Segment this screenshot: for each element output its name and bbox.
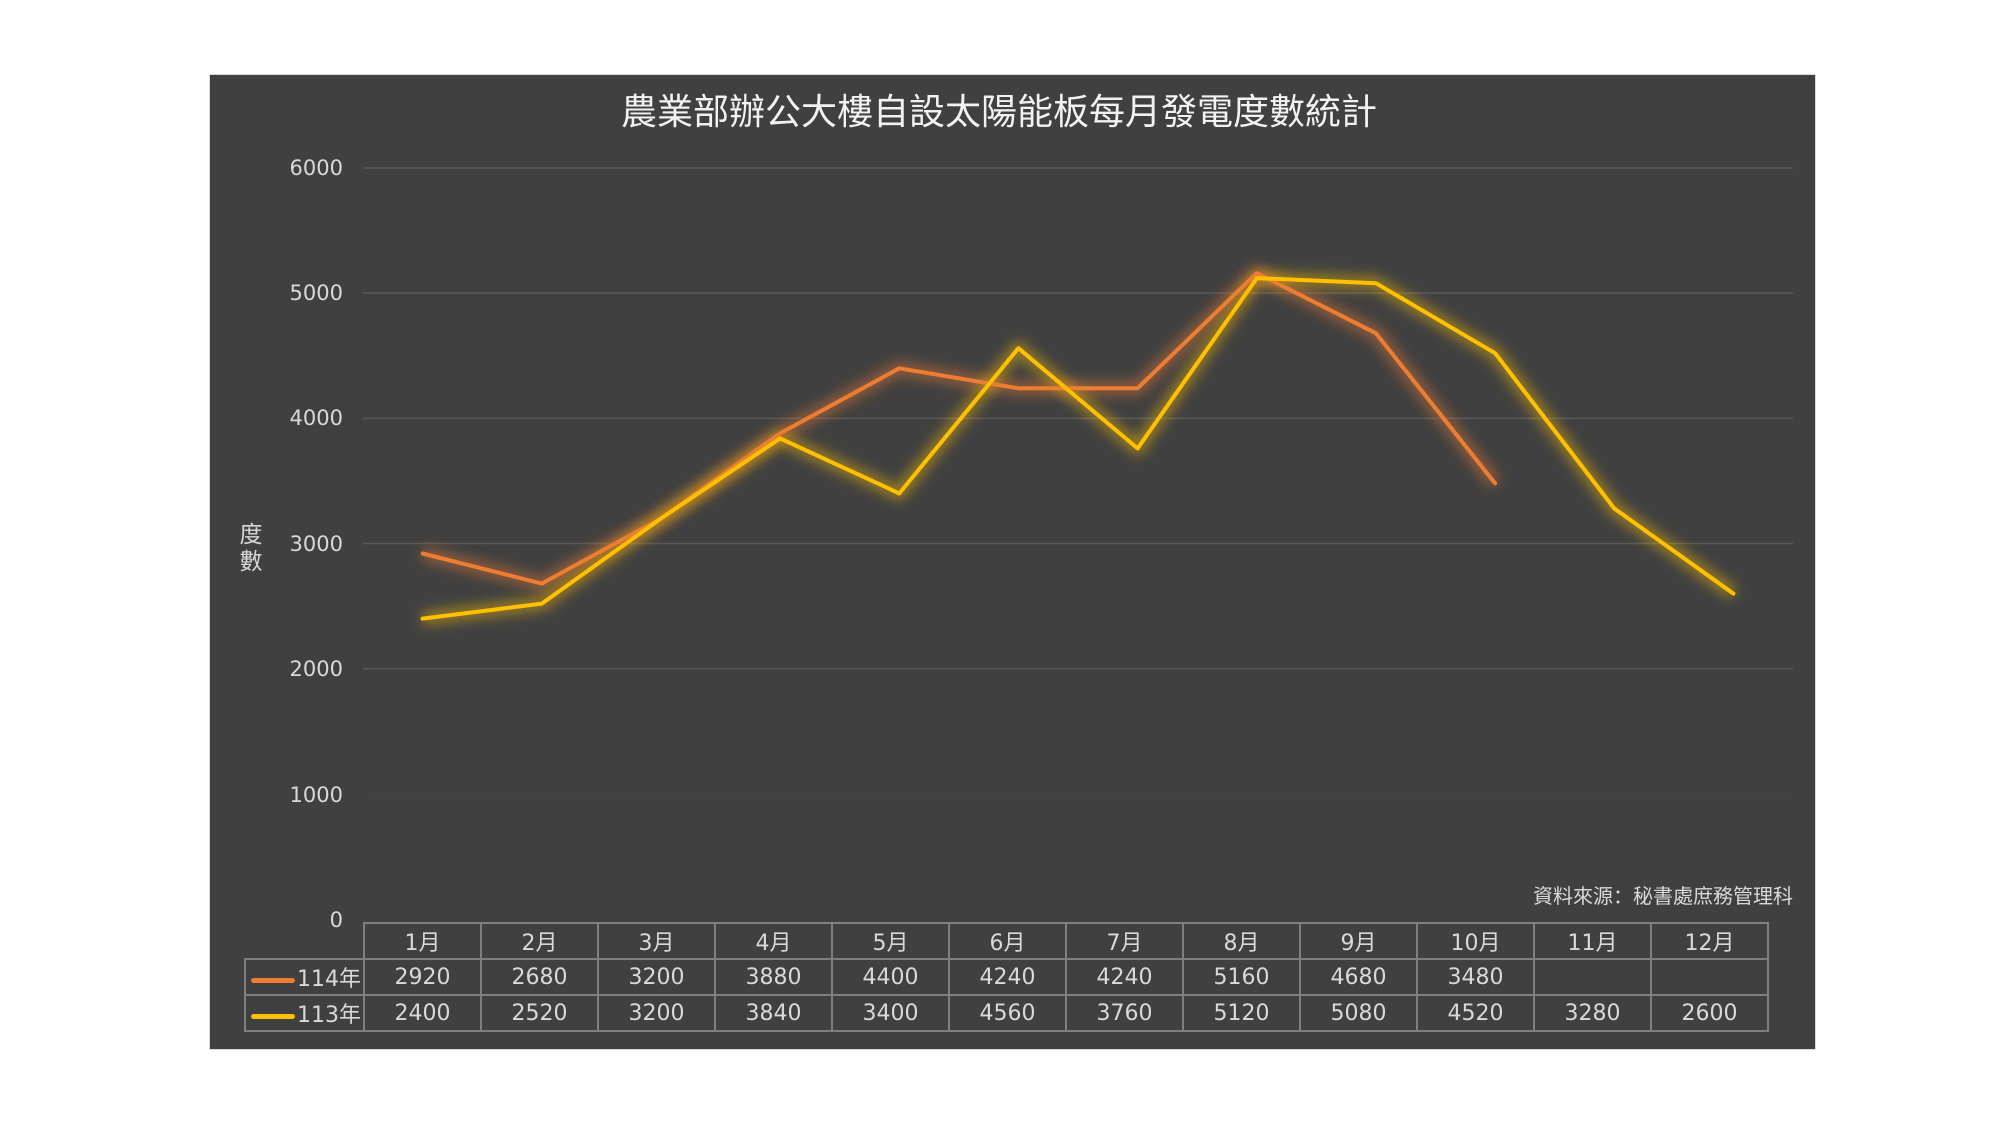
data-table-row-114: 114年 2920 2680 3200 3880 4400 4240 4240 … — [244, 958, 1769, 996]
table-cell: 4240 — [1065, 958, 1184, 996]
table-cell: 3480 — [1416, 958, 1535, 996]
table-cell — [1650, 958, 1769, 996]
y-tick-1000: 1000 — [289, 783, 343, 807]
data-source-note: 資料來源：秘書處庶務管理科 — [1533, 884, 1793, 908]
legend-label: 113年 — [297, 1003, 361, 1028]
month-header: 5月 — [831, 922, 950, 960]
month-header: 2月 — [480, 922, 599, 960]
table-cell: 2600 — [1650, 994, 1769, 1032]
y-axis-label: 度數 — [239, 522, 263, 575]
table-cell: 3280 — [1533, 994, 1652, 1032]
legend-label: 114年 — [297, 967, 361, 992]
table-cell: 2920 — [363, 958, 482, 996]
series-line-113年 — [420, 276, 1736, 621]
series-line-114年 — [420, 271, 1498, 586]
table-cell: 3200 — [597, 958, 716, 996]
legend-line-icon — [251, 977, 295, 983]
table-cell: 5160 — [1182, 958, 1301, 996]
series-lines — [420, 271, 1736, 621]
table-cell: 4560 — [948, 994, 1067, 1032]
table-cell: 4680 — [1299, 958, 1418, 996]
gridlines — [362, 167, 1794, 795]
legend-line-icon — [251, 1013, 295, 1019]
month-header: 7月 — [1065, 922, 1184, 960]
y-tick-6000: 6000 — [289, 156, 343, 180]
month-header: 3月 — [597, 922, 716, 960]
legend-entry-114: 114年 — [244, 958, 365, 996]
table-cell: 4240 — [948, 958, 1067, 996]
y-tick-5000: 5000 — [289, 281, 343, 305]
month-header: 9月 — [1299, 922, 1418, 960]
y-tick-2000: 2000 — [289, 657, 343, 681]
table-cell: 2520 — [480, 994, 599, 1032]
table-cell: 4400 — [831, 958, 950, 996]
month-header: 6月 — [948, 922, 1067, 960]
y-tick-3000: 3000 — [289, 532, 343, 556]
month-header: 1月 — [363, 922, 482, 960]
legend-entry-113: 113年 — [244, 994, 365, 1032]
table-cell: 3760 — [1065, 994, 1184, 1032]
table-cell: 3840 — [714, 994, 833, 1032]
table-cell — [1533, 958, 1652, 996]
chart-title: 農業部辦公大樓自設太陽能板每月發電度數統計 — [620, 92, 1377, 133]
data-table: 1月 2月 3月 4月 5月 6月 7月 8月 9月 10月 11月 12月 1… — [244, 922, 1769, 1032]
table-cell: 2680 — [480, 958, 599, 996]
month-header: 8月 — [1182, 922, 1301, 960]
data-table-corner — [245, 923, 365, 960]
month-header: 4月 — [714, 922, 833, 960]
table-cell: 3400 — [831, 994, 950, 1032]
table-cell: 5080 — [1299, 994, 1418, 1032]
table-cell: 4520 — [1416, 994, 1535, 1032]
table-cell: 3880 — [714, 958, 833, 996]
month-header: 12月 — [1650, 922, 1769, 960]
table-cell: 3200 — [597, 994, 716, 1032]
y-tick-4000: 4000 — [289, 406, 343, 430]
data-table-row-113: 113年 2400 2520 3200 3840 3400 4560 3760 … — [244, 994, 1769, 1032]
table-cell: 2400 — [363, 994, 482, 1032]
data-table-header-row: 1月 2月 3月 4月 5月 6月 7月 8月 9月 10月 11月 12月 — [245, 922, 1769, 960]
month-header: 11月 — [1533, 922, 1652, 960]
month-header: 10月 — [1416, 922, 1535, 960]
table-cell: 5120 — [1182, 994, 1301, 1032]
